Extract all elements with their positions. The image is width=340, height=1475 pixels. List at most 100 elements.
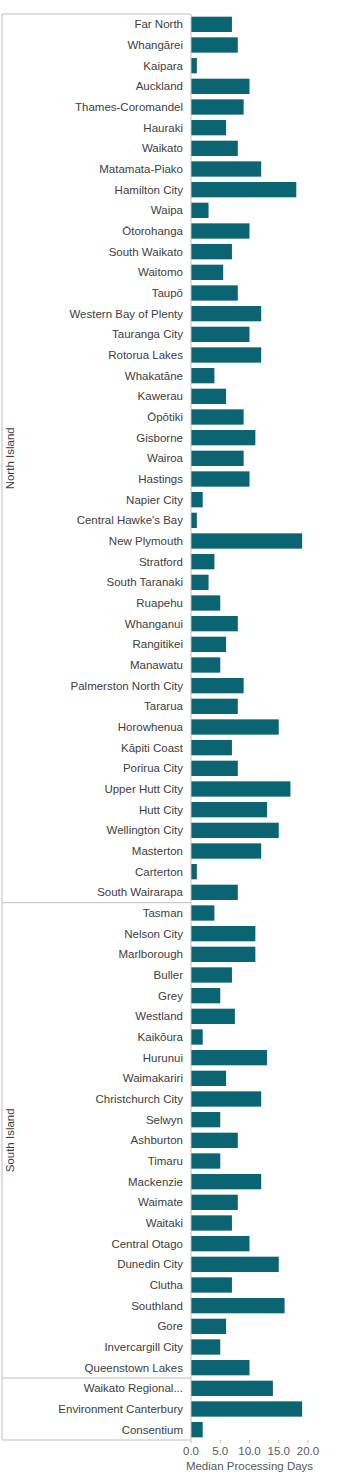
bar: [191, 616, 238, 631]
category-label: Environment Canterbury: [58, 1403, 183, 1415]
bar: [191, 554, 214, 569]
bar: [191, 492, 203, 507]
category-label: Hauraki: [143, 122, 183, 134]
bar: [191, 699, 238, 714]
bar: [191, 306, 261, 321]
bar: [191, 1195, 238, 1210]
bar: [191, 1215, 232, 1230]
category-label: Tasman: [143, 907, 183, 919]
category-label: Masterton: [132, 845, 183, 857]
bar: [191, 1339, 220, 1354]
bar: [191, 182, 296, 197]
tick-label: 10.0: [238, 1445, 260, 1457]
bar: [191, 265, 223, 280]
bar: [191, 430, 255, 445]
bar: [191, 1174, 261, 1189]
bar: [191, 79, 250, 94]
category-axis-line: [191, 14, 192, 1440]
category-label: Hastings: [138, 473, 183, 485]
category-label: Taupō: [152, 287, 183, 299]
bar: [191, 347, 261, 362]
bar: [191, 1381, 273, 1396]
bar: [191, 864, 197, 879]
bar: [191, 823, 279, 838]
category-label: Auckland: [136, 80, 183, 92]
category-label: Waimate: [138, 1196, 183, 1208]
category-label: Southland: [131, 1300, 183, 1312]
category-label: Waipa: [151, 204, 184, 216]
category-label: Kawerau: [138, 390, 183, 402]
category-label: Ōpōtiki: [147, 411, 183, 423]
bar: [191, 905, 214, 920]
bar: [191, 843, 261, 858]
category-label: Mackenzie: [128, 1176, 183, 1188]
bar: [191, 1257, 279, 1272]
bar: [191, 781, 290, 796]
bar: [191, 244, 232, 259]
chart-root: Far NorthWhangāreiKaiparaAucklandThames-…: [0, 0, 340, 1475]
category-label: Clutha: [150, 1279, 184, 1291]
bar: [191, 947, 255, 962]
category-label: Waikato: [142, 142, 183, 154]
category-label: South Taranaki: [106, 576, 183, 588]
bar: [191, 1112, 220, 1127]
category-label: Kaikōura: [138, 1031, 184, 1043]
bars: [191, 17, 302, 1438]
bar: [191, 513, 197, 528]
category-label: Central Otago: [111, 1238, 183, 1250]
category-label: Matamata-Piako: [99, 163, 183, 175]
bar: [191, 327, 250, 342]
category-label: Timaru: [148, 1155, 183, 1167]
bar: [191, 285, 238, 300]
bar: [191, 967, 232, 982]
tick-label: 0.0: [183, 1445, 199, 1457]
category-label: Hurunui: [143, 1052, 183, 1064]
bar: [191, 409, 244, 424]
category-label: Whakatāne: [125, 370, 183, 382]
category-label: Christchurch City: [95, 1093, 183, 1105]
bar: [191, 595, 220, 610]
tick-mark: [249, 1440, 250, 1443]
category-label: Waitaki: [146, 1217, 183, 1229]
category-label: Kaipara: [143, 60, 183, 72]
category-label: Palmerston North City: [71, 680, 184, 692]
bar: [191, 161, 261, 176]
bar: [191, 37, 238, 52]
bar: [191, 719, 279, 734]
category-label: Stratford: [139, 556, 183, 568]
bar: [191, 1091, 261, 1106]
category-label: Westland: [135, 1010, 183, 1022]
bar: [191, 17, 232, 32]
bar: [191, 761, 238, 776]
bar: [191, 1360, 250, 1375]
bar: [191, 575, 209, 590]
bar: [191, 223, 250, 238]
tick-label: 20.0: [297, 1445, 319, 1457]
tick-mark: [220, 1440, 221, 1443]
category-label: Porirua City: [123, 762, 183, 774]
category-label: Far North: [134, 18, 183, 30]
bar: [191, 802, 267, 817]
category-label: Gore: [157, 1320, 183, 1332]
group-label: North Island: [4, 427, 16, 489]
bar: [191, 1071, 226, 1086]
category-label: Napier City: [126, 494, 183, 506]
bar: [191, 740, 232, 755]
bar: [191, 533, 302, 548]
category-label: Nelson City: [124, 928, 183, 940]
category-label: Queenstown Lakes: [85, 1362, 184, 1374]
bar: [191, 1401, 302, 1416]
category-label: New Plymouth: [109, 535, 183, 547]
category-label: Wairoa: [147, 452, 184, 464]
group-separator: [2, 1378, 191, 1379]
category-label: Marlborough: [118, 948, 183, 960]
category-label: Whangārei: [127, 39, 183, 51]
category-label: Selwyn: [146, 1114, 183, 1126]
category-label: Tauranga City: [112, 328, 183, 340]
group-bracket: [2, 14, 3, 1440]
category-label: Tararua: [144, 700, 184, 712]
category-label: Ōtorohanga: [122, 225, 183, 237]
category-label: South Waikato: [109, 246, 183, 258]
bar: [191, 657, 220, 672]
tick-label: 15.0: [268, 1445, 290, 1457]
